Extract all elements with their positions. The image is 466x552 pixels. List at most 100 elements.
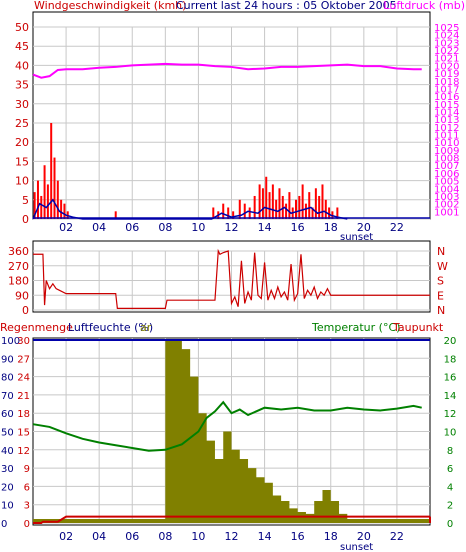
sunset-label-1: sunset [340,232,373,243]
y-tick-rain: 6 [24,482,30,493]
y-tick-compass: W [437,260,448,273]
y-tick-pressure: 1010 [434,138,459,149]
title-humidity: Luftfeuchte (%) [68,321,153,334]
y-tick-wind: 0 [22,213,29,226]
title-pressure: Luftdruck (mb) [383,0,465,12]
x-tick-label: 10 [191,221,205,234]
y-tick-humidity: 80 [1,373,14,384]
y-tick-pressure: 1012 [434,123,459,134]
y-tick-direction: 180 [8,275,29,288]
wind-direction-line [33,248,430,309]
y-tick-temperature: 8 [447,446,453,457]
y-tick-pressure: 1018 [434,77,459,88]
y-tick-humidity: 10 [1,501,14,512]
panel1-marks [32,62,430,220]
y-tick-pressure: 1017 [434,84,459,95]
x-tick-label: 20 [357,221,371,234]
temperature-line [32,400,422,452]
panel3-marks [32,339,431,524]
y-tick-humidity: 70 [1,391,14,402]
y-tick-wind: 35 [15,79,29,92]
title-dewpoint: Taupunkt [392,321,444,334]
y-tick-wind: 10 [15,175,29,188]
y-tick-rain: 3 [24,501,30,512]
x-tick-label: 22 [390,221,404,234]
y-tick-rain: 9 [24,464,30,475]
y-tick-pressure: 1023 [434,38,459,49]
y-tick-wind: 50 [15,21,29,34]
y-tick-temperature: 6 [447,464,453,475]
y-tick-pressure: 1009 [434,146,459,157]
axis-labels: 0202040406060808101012121414161618182020… [1,21,459,543]
y-tick-pressure: 1016 [434,92,459,103]
y-tick-pressure: 1014 [434,107,459,118]
y-tick-temperature: 14 [444,391,457,402]
y-tick-pressure: 1020 [434,61,459,72]
x-tick-label: 14 [258,221,272,234]
y-tick-wind: 40 [15,59,29,72]
avg-wind-line [32,198,348,220]
x-tick-label: 04 [92,221,106,234]
x-tick-label: 06 [125,221,139,234]
y-tick-pressure: 1003 [434,192,459,203]
x-tick-label: 08 [158,530,172,543]
y-tick-pressure: 1001 [434,207,459,218]
y-tick-rain: 30 [17,336,30,347]
x-tick-label: 16 [291,221,305,234]
y-tick-humidity: 30 [1,464,14,475]
y-tick-wind: 20 [15,136,29,149]
y-tick-temperature: 10 [444,428,457,439]
y-tick-temperature: 20 [444,336,457,347]
y-tick-rain: 18 [17,409,30,420]
x-tick-label: 02 [59,530,73,543]
y-tick-pressure: 1002 [434,200,459,211]
x-tick-label: 12 [225,530,239,543]
y-tick-rain: 27 [17,354,30,365]
x-tick-label: 14 [258,530,272,543]
y-tick-compass: E [437,289,444,302]
x-tick-label: 10 [191,530,205,543]
y-tick-humidity: 90 [1,354,14,365]
humidity-area [165,340,348,523]
y-tick-rain: 15 [17,428,30,439]
y-tick-pressure: 1006 [434,169,459,180]
title-temperature: Temperatur (°C) [311,321,400,334]
title-rain: Regenmenge [0,321,73,334]
y-tick-temperature: 0 [447,519,453,530]
y-tick-wind: 15 [15,155,29,168]
y-tick-temperature: 2 [447,501,453,512]
x-tick-label: 22 [390,530,404,543]
sunset-label-2: sunset [340,542,373,552]
humidity-base [33,519,430,523]
y-tick-pressure: 1025 [434,23,459,34]
y-tick-pressure: 1005 [434,177,459,188]
rain-line [33,515,430,524]
title-wind-speed: Windgeschwindigkeit (kmh) [34,0,186,12]
panel2-marks [33,248,430,309]
x-tick-label: 06 [125,530,139,543]
y-tick-direction: 90 [15,289,29,302]
y-tick-humidity: 50 [1,428,14,439]
y-tick-pressure: 1019 [434,69,459,80]
y-tick-direction: 270 [8,260,29,273]
pressure-line [32,62,422,79]
y-tick-pressure: 1015 [434,100,459,111]
x-tick-label: 08 [158,221,172,234]
y-tick-pressure: 1022 [434,46,459,57]
y-tick-pressure: 1024 [434,31,459,42]
y-tick-wind: 30 [15,98,29,111]
y-tick-pressure: 1013 [434,115,459,126]
y-tick-temperature: 16 [444,373,457,384]
y-tick-rain: 21 [17,391,30,402]
y-tick-pressure: 1021 [434,54,459,65]
y-tick-direction: 0 [22,304,29,317]
y-tick-compass: N [437,304,445,317]
y-tick-wind: 45 [15,40,29,53]
y-tick-temperature: 12 [444,409,457,420]
y-tick-humidity: 0 [1,519,7,530]
y-tick-pressure: 1007 [434,161,459,172]
y-tick-compass: S [437,275,444,288]
y-tick-humidity: 40 [1,446,14,457]
x-tick-label: 04 [92,530,106,543]
